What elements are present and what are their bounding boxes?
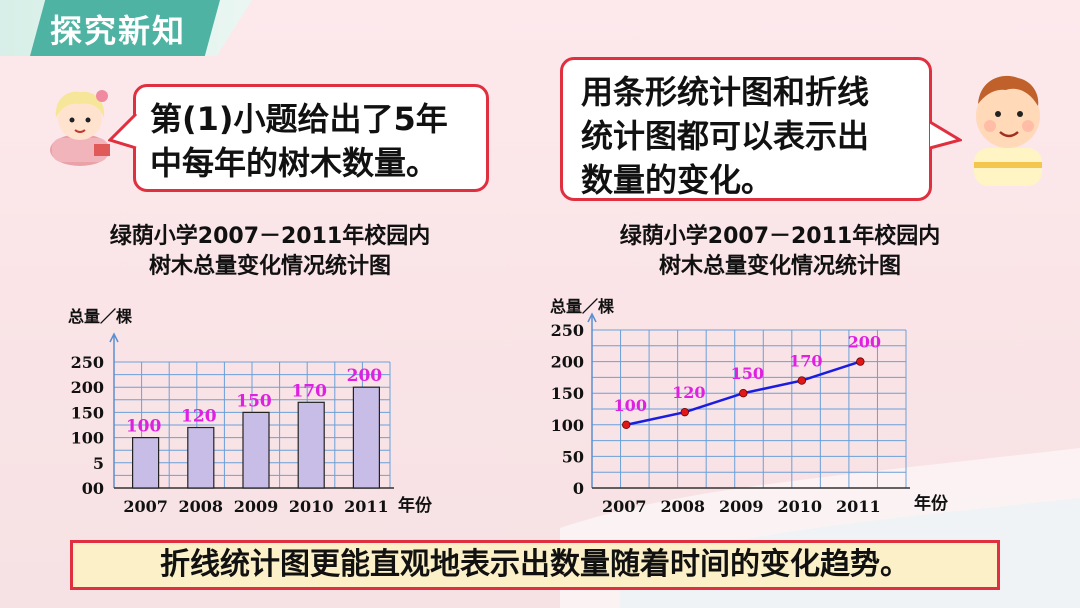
bar-xtick-label: 2008 [179, 497, 224, 516]
line-data-label: 150 [731, 364, 764, 383]
bar-ytick-label: 150 [71, 403, 104, 422]
line-data-point [856, 357, 865, 366]
bar-data-label: 150 [236, 391, 272, 411]
line-ytick-label: 100 [551, 416, 584, 435]
bar-data-label: 100 [126, 417, 162, 437]
right-bubble-line-2: 统计图都可以表示出 [581, 117, 870, 155]
bar-ytick-label: 200 [71, 378, 104, 397]
right-bubble-line-3: 数量的变化。 [581, 161, 774, 199]
bar-data-label: 120 [181, 407, 217, 427]
page-title: 探究新知 [50, 12, 187, 50]
left-bubble-line-2: 中每年的树木数量。 [150, 144, 439, 182]
header-tab: 探究新知 [0, 0, 252, 56]
line-xtick-label: 2010 [778, 497, 823, 516]
line-data-label: 120 [672, 383, 705, 402]
left-speech-bubble: 第(1)小题给出了5年 中每年的树木数量。 [133, 84, 489, 192]
line-chart-axes [587, 312, 910, 489]
right-bubble-tail [929, 120, 962, 150]
header-tab-fill [30, 0, 220, 56]
line-xtick-label: 2007 [602, 497, 647, 516]
line-ytick-label: 200 [551, 353, 584, 372]
line-xtick-label: 2009 [719, 497, 764, 516]
line-data-label: 170 [789, 352, 822, 371]
line-y-axis-arrow [587, 312, 597, 323]
line-xtick-label: 2008 [661, 497, 706, 516]
boy-character-icon [974, 75, 1042, 186]
line-chart: 0 50 100 150 200 250 100 2007 120 2008 150 2009 170 2… [550, 297, 949, 516]
line-chart-title-line-1: 绿荫小学2007－2011年校园内 [619, 224, 941, 249]
line-data-point [797, 376, 807, 385]
line-chart-series [622, 357, 865, 429]
line-chart-xlabel: 年份 [914, 493, 949, 514]
bar-ytick-label: 250 [71, 353, 104, 372]
right-speech-bubble: 用条形统计图和折线 统计图都可以表示出 数量的变化。 [560, 57, 932, 201]
bar-data-label: 200 [347, 366, 383, 386]
bar-chart-title: 绿荫小学2007－2011年校园内 树木总量变化情况统计图 [60, 222, 480, 282]
bar-rect [352, 386, 380, 489]
bar-xtick-label: 2011 [344, 497, 389, 516]
line-data-label: 100 [614, 396, 647, 415]
line-ytick-label: 50 [562, 447, 584, 466]
bar-data-label: 170 [291, 381, 327, 401]
conclusion-text: 折线统计图更能直观地表示出数量随着时间的变化趋势。 [160, 547, 910, 582]
bar-chart-xlabel: 年份 [398, 495, 433, 516]
bar-chart-title-line-2: 树木总量变化情况统计图 [148, 254, 391, 279]
bar-rect [131, 437, 160, 489]
bar-y-axis-arrow [109, 332, 119, 343]
bar-ytick-label: 100 [71, 429, 104, 448]
line-data-label: 200 [848, 333, 881, 352]
line-chart-grid [591, 329, 907, 489]
line-ytick-label: 250 [551, 321, 584, 340]
bar-ytick-label: 5 [93, 454, 104, 473]
left-bubble-tail [108, 112, 138, 150]
bar-rect [187, 426, 215, 489]
bar-chart: 00 5 100 150 200 250 100 2007 120 2008 150 2009 170 2… [68, 307, 433, 516]
conclusion-box: 折线统计图更能直观地表示出数量随着时间的变化趋势。 [70, 540, 1000, 590]
line-xtick-label: 2011 [836, 497, 881, 516]
line-chart-ylabel: 总量／棵 [550, 297, 614, 316]
bar-chart-ylabel: 总量／棵 [68, 307, 132, 326]
girl-character-icon [50, 90, 110, 166]
bar-chart-title-line-1: 绿荫小学2007－2011年校园内 [109, 224, 431, 249]
left-bubble-line-1: 第(1)小题给出了5年 [150, 100, 448, 138]
bar-chart-bars [131, 386, 380, 489]
bar-chart-labels: 00 5 100 150 200 250 100 2007 120 2008 150 2009 170 2… [71, 353, 389, 516]
bar-rect [297, 401, 325, 489]
line-data-point [739, 388, 748, 398]
line-data-point [680, 407, 689, 417]
bar-rect [242, 411, 270, 489]
line-chart-title-line-2: 树木总量变化情况统计图 [658, 254, 901, 279]
line-ytick-label: 0 [573, 479, 584, 498]
right-bubble-line-1: 用条形统计图和折线 [581, 73, 870, 111]
line-ytick-label: 150 [551, 384, 584, 403]
bar-xtick-label: 2010 [289, 497, 334, 516]
line-chart-labels: 0 50 100 150 200 250 100 2007 120 2008 150 2009 170 2… [551, 321, 881, 516]
line-data-point [622, 420, 631, 429]
bar-xtick-label: 2007 [123, 497, 168, 516]
bar-ytick-label: 00 [82, 479, 104, 498]
line-chart-title: 绿荫小学2007－2011年校园内 树木总量变化情况统计图 [570, 222, 990, 282]
bar-xtick-label: 2009 [234, 497, 279, 516]
